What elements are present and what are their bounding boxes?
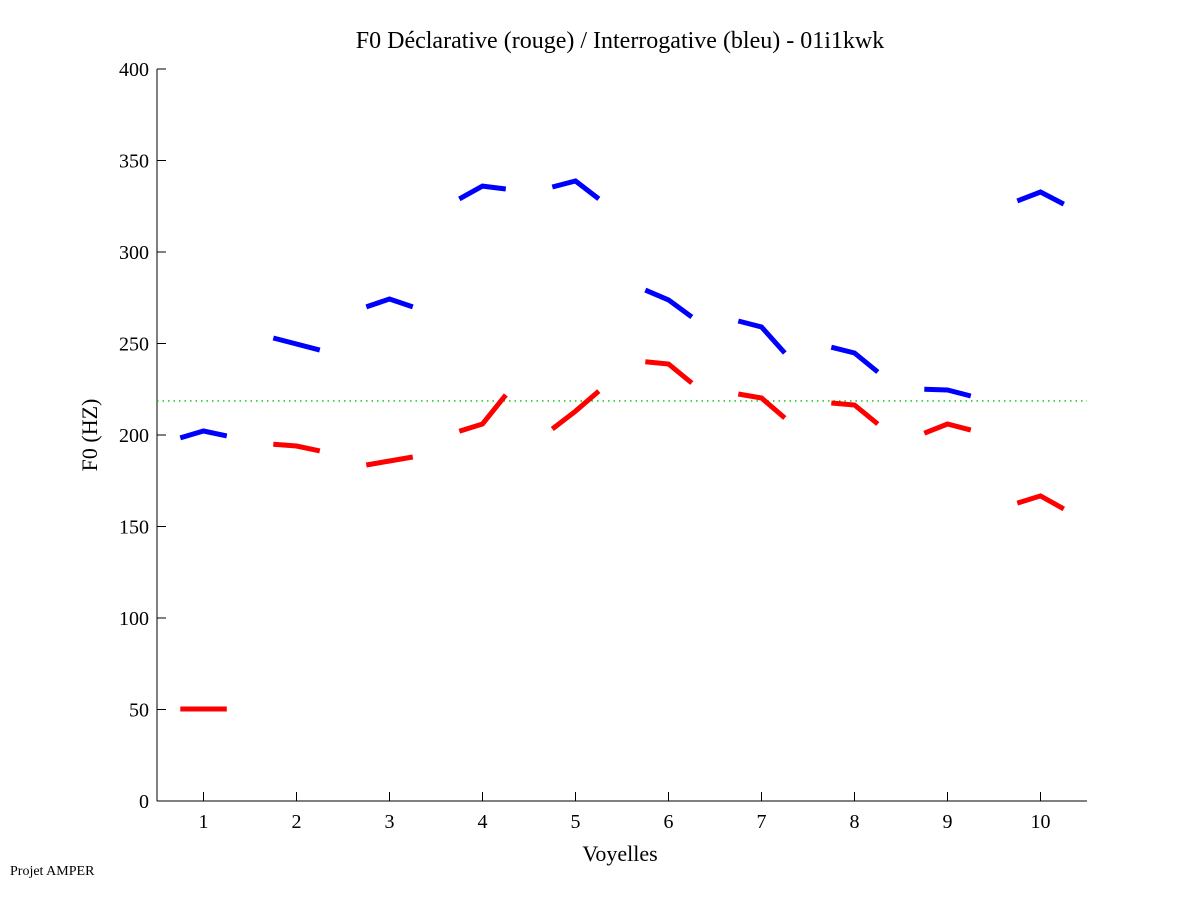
f0-segment-vowel-7 — [737, 391, 787, 420]
axes — [156, 69, 1087, 802]
f0-segment-vowel-9 — [923, 421, 972, 436]
x-tick-label: 5 — [571, 811, 581, 833]
footer-credit: Projet AMPER — [10, 864, 95, 879]
f0-segment-vowel-4 — [458, 393, 508, 434]
y-axis-label: F0 (HZ) — [77, 399, 102, 472]
x-tick-label: 9 — [943, 811, 953, 833]
f0-segment-vowel-5 — [551, 178, 601, 201]
x-tick-label: 3 — [385, 811, 395, 833]
y-tick-label: 0 — [139, 791, 149, 813]
series-interrogative — [179, 178, 1065, 441]
f0-segment-vowel-4 — [458, 183, 507, 202]
y-tick-label: 200 — [119, 425, 149, 447]
y-tick-label: 300 — [119, 242, 149, 264]
f0-segment-vowel-6 — [644, 287, 694, 320]
x-tick-label: 8 — [850, 811, 860, 833]
f0-segment-vowel-9 — [924, 386, 972, 399]
chart-title: F0 Déclarative (rouge) / Interrogative (… — [356, 28, 884, 54]
f0-segment-vowel-1 — [179, 428, 228, 441]
x-tick-label: 4 — [478, 811, 488, 833]
y-tick-label: 350 — [119, 151, 149, 173]
f0-segment-vowel-7 — [737, 318, 787, 355]
y-tick-label: 150 — [119, 517, 149, 539]
f0-segment-vowel-6 — [645, 359, 694, 385]
ticks: 0 50 100 150 200 250 300 350 400 1 2 3 4 5 6 7 8 9 10 — [119, 59, 1051, 833]
f0-segment-vowel-10 — [1016, 493, 1066, 512]
x-tick-label: 2 — [292, 811, 302, 833]
x-axis-label: Voyelles — [582, 841, 657, 866]
x-tick-label: 10 — [1031, 811, 1051, 833]
y-tick-label: 100 — [119, 608, 149, 630]
y-tick-label: 250 — [119, 334, 149, 356]
y-tick-label: 400 — [119, 59, 149, 81]
f0-segment-vowel-10 — [1016, 189, 1065, 207]
f0-segment-vowel-8 — [831, 400, 880, 426]
f0-segment-vowel-2 — [272, 335, 321, 353]
f0-segment-vowel-3 — [365, 454, 414, 468]
series-declarative — [180, 359, 1066, 712]
x-tick-label: 6 — [664, 811, 674, 833]
f0-segment-vowel-2 — [273, 441, 321, 454]
x-tick-label: 1 — [199, 811, 209, 833]
f0-segment-vowel-5 — [550, 389, 601, 431]
series-group — [179, 178, 1066, 712]
y-tick-label: 50 — [129, 700, 149, 722]
f0-segment-vowel-8 — [830, 344, 880, 374]
f0-segment-vowel-3 — [365, 296, 414, 310]
x-tick-label: 7 — [757, 811, 767, 833]
